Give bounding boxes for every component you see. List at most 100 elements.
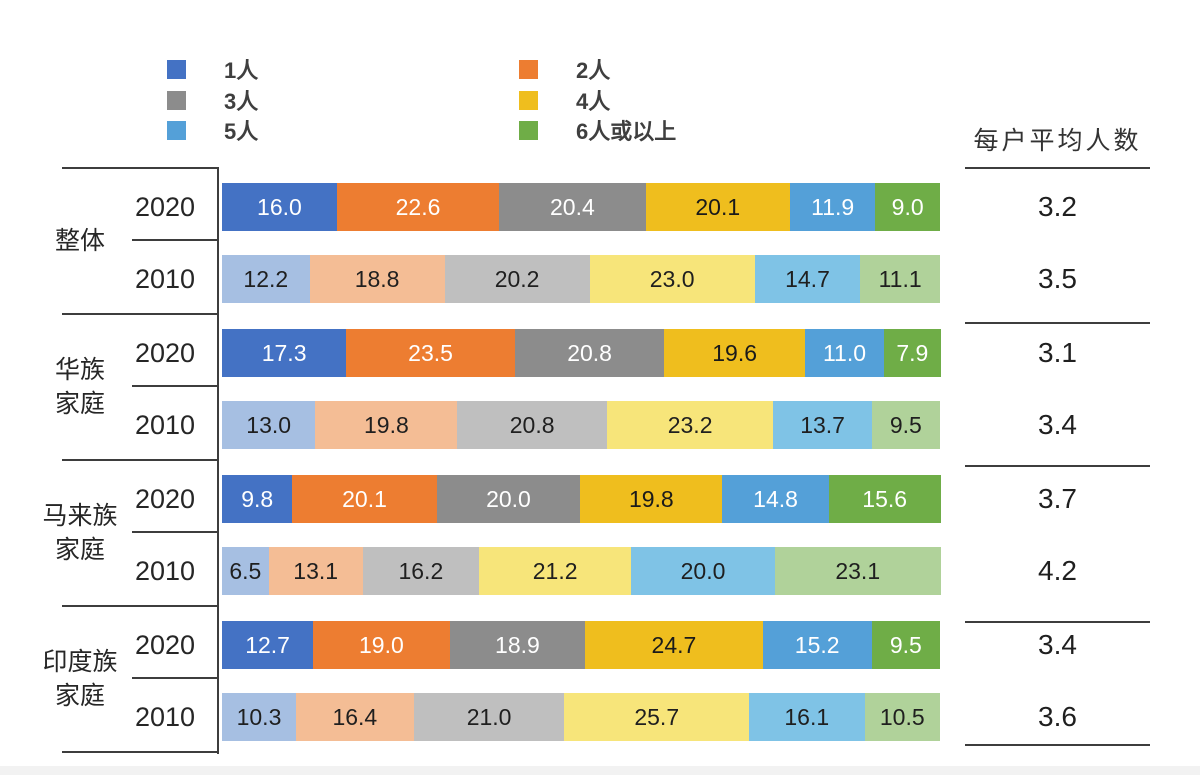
avg-separator-line (965, 465, 1150, 467)
group-label-line: 印度族 (42, 648, 118, 676)
bar-value: 12.7 (245, 631, 290, 658)
bar-value: 12.2 (243, 265, 289, 292)
year-label: 2010 (134, 263, 196, 294)
bar-value: 11.1 (878, 265, 922, 292)
bar-segment: 18.8 (309, 255, 445, 303)
bar-segment: 16.0 (222, 183, 337, 231)
bar-value: 21.2 (532, 557, 578, 584)
bar-segment: 14.8 (722, 475, 829, 523)
bar-segment: 9.5 (871, 621, 940, 669)
bar-segment: 20.4 (499, 183, 646, 231)
bar-value: 11.9 (811, 193, 855, 220)
bar-segment: 11.9 (789, 183, 876, 231)
bar-segment: 19.0 (313, 621, 450, 669)
legend-swatch-1 (167, 59, 186, 79)
group-label-line: 整体 (54, 227, 105, 255)
year-label: 2010 (134, 701, 196, 732)
avg-separator-line (965, 744, 1150, 746)
bar-value: 7.9 (896, 339, 929, 366)
avg-value: 3.5 (1038, 263, 1077, 294)
avg-value: 3.4 (1038, 409, 1077, 440)
bar-segment: 15.6 (828, 475, 941, 523)
bar-value: 21.0 (466, 703, 512, 730)
avg-separator-line (965, 621, 1150, 623)
bar-segment: 23.2 (606, 401, 774, 449)
avg-value: 3.2 (1038, 191, 1077, 222)
year-tick-line (132, 677, 219, 679)
avg-value: 3.6 (1038, 701, 1077, 732)
group-separator-line (62, 605, 219, 607)
year-label: 2010 (134, 555, 196, 586)
legend-label: 6人或以上 (576, 119, 677, 144)
bar-segment: 19.8 (580, 475, 723, 523)
legend-item: 4人 (519, 87, 610, 114)
bar-segment: 13.7 (773, 401, 872, 449)
legend-item: 2人 (519, 56, 610, 83)
bar-value: 14.7 (785, 265, 830, 292)
bar-value: 16.4 (332, 703, 378, 730)
legend-item: 5人 (167, 117, 259, 144)
bar-value: 16.0 (257, 193, 302, 220)
bar-segment: 9.5 (871, 401, 940, 449)
bar-value: 13.1 (293, 557, 339, 584)
bar-value: 20.2 (494, 265, 540, 292)
bar-segment: 16.4 (295, 693, 414, 741)
bar-segment: 23.1 (774, 547, 941, 595)
group-separator-line (62, 313, 219, 315)
avg-value: 3.7 (1038, 483, 1077, 514)
bar-segment: 6.5 (222, 547, 269, 595)
bar-value: 17.3 (261, 339, 307, 366)
year-label: 2020 (134, 337, 196, 368)
bar-segment: 15.2 (762, 621, 872, 669)
bar-segment: 20.8 (457, 401, 607, 449)
year-tick-line (132, 385, 219, 387)
bar-value: 16.2 (398, 557, 444, 584)
bar-segment: 16.2 (362, 547, 480, 595)
legend-item: 3人 (167, 87, 258, 114)
bar-segment: 9.8 (222, 475, 293, 523)
bracket-top-line (62, 167, 219, 169)
bar-segment: 11.1 (860, 255, 940, 303)
group-label: 马来族 家庭 (28, 460, 132, 606)
bar-segment: 9.0 (875, 183, 940, 231)
group-label-line: 华族 (54, 356, 105, 384)
bar-value: 22.6 (395, 193, 441, 220)
bar-segment: 17.3 (222, 329, 347, 377)
legend-label: 5人 (224, 119, 259, 144)
bar-value: 20.8 (509, 411, 555, 438)
bar-value: 18.8 (354, 265, 400, 292)
bar-value: 9.0 (891, 193, 924, 220)
avg-value: 4.2 (1038, 555, 1077, 586)
bar-row: 13.0 19.8 20.8 23.2 13.7 9.5 (222, 401, 940, 449)
avg-separator-line (965, 322, 1150, 324)
year-label: 2010 (134, 409, 196, 440)
bar-segment: 13.1 (268, 547, 363, 595)
bar-segment: 20.0 (631, 547, 775, 595)
legend-label: 1人 (224, 58, 259, 83)
bar-value: 16.1 (784, 703, 830, 730)
legend-swatch-4 (519, 90, 538, 110)
bar-value: 23.2 (667, 411, 713, 438)
group-label: 印度族 家庭 (28, 606, 132, 752)
group-label-line: 家庭 (54, 390, 105, 418)
avg-header-underline (965, 167, 1150, 169)
bar-value: 25.7 (634, 703, 680, 730)
bar-segment: 20.0 (436, 475, 581, 523)
avg-column-header: 每户平均人数 (973, 127, 1142, 155)
bar-segment: 13.0 (222, 401, 316, 449)
group-label: 华族 家庭 (28, 314, 132, 460)
bar-value: 9.5 (889, 631, 922, 658)
bar-segment: 7.9 (883, 329, 941, 377)
legend-item: 1人 (167, 56, 259, 83)
year-label: 2020 (134, 483, 196, 514)
bar-segment: 12.2 (222, 255, 310, 303)
bottom-edge-strip (0, 766, 1200, 775)
legend-swatch-6 (519, 120, 538, 140)
legend-swatch-2 (519, 59, 538, 79)
bar-row: 12.2 18.8 20.2 23.0 14.7 11.1 (222, 255, 940, 303)
bar-segment: 16.1 (748, 693, 865, 741)
bar-row: 9.8 20.1 20.0 19.8 14.8 15.6 (222, 475, 941, 523)
bar-segment: 21.0 (413, 693, 565, 741)
avg-value: 3.4 (1038, 629, 1077, 660)
